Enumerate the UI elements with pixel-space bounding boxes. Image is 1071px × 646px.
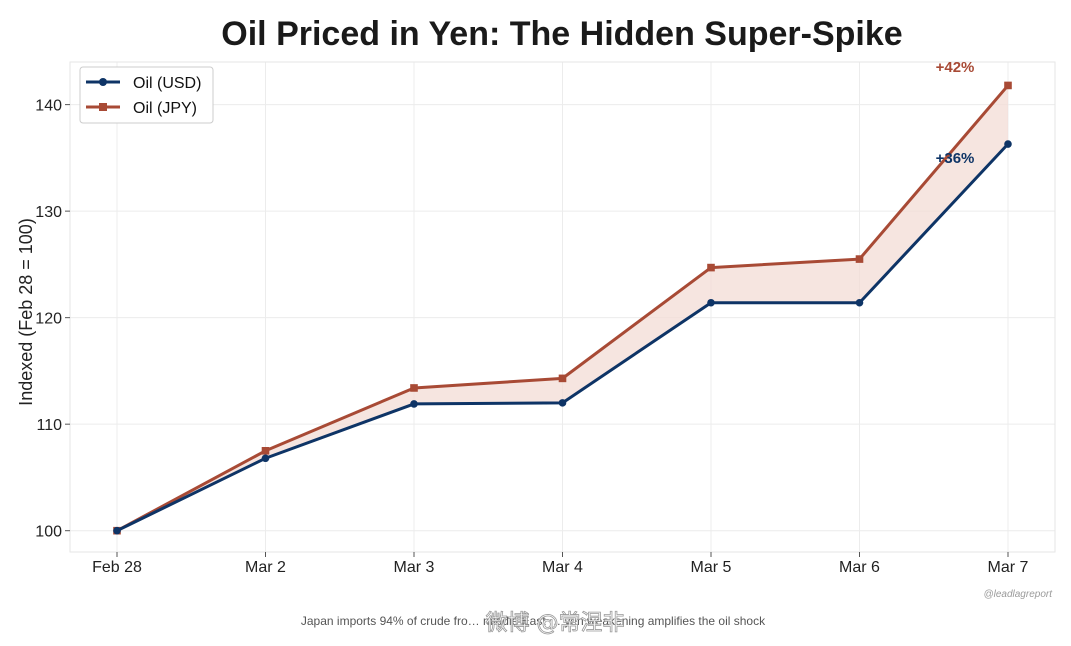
annotation-usd-change: +36% [936,150,975,167]
point-jpy-3 [558,374,567,383]
point-jpy-2 [410,384,418,392]
x-tick-label-1: Mar 2 [245,559,286,576]
point-jpy-6 [1004,81,1012,90]
x-tick-label-3: Mar 4 [542,559,583,576]
legend-jpy-label: Oil (JPY) [133,100,197,117]
series-layer [113,81,1012,535]
point-usd-1 [261,454,270,463]
y-axis-ticks: 100 110 120 130 140 [35,98,70,541]
chart-title: Oil Priced in Yen: The Hidden Super-Spik… [221,15,902,53]
y-tick-label-3: 130 [35,204,62,221]
x-tick-label-4: Mar 5 [691,559,732,576]
annotation-jpy-change: +42% [936,59,975,76]
x-tick-label-6: Mar 7 [988,559,1029,576]
y-tick-label-2: 120 [35,311,62,328]
source-credit: @leadlagreport [983,589,1053,600]
legend-jpy-marker [99,103,107,111]
point-usd-5 [855,298,864,307]
chart-caption: Japan imports 94% of crude fro… middle E… [301,614,766,628]
point-usd-2 [410,400,418,408]
y-tick-label-4: 140 [35,98,62,115]
y-axis-label: Indexed (Feb 28 = 100) [16,218,36,406]
point-usd-3 [558,399,567,407]
legend: Oil (USD) Oil (JPY) [79,66,214,124]
point-jpy-5 [855,255,864,263]
point-usd-6 [1004,140,1012,148]
x-tick-label-2: Mar 3 [394,559,435,576]
x-tick-label-0: Feb 28 [92,559,142,576]
legend-usd-label: Oil (USD) [133,75,201,92]
point-usd-0 [113,526,121,535]
legend-usd-marker [99,78,107,86]
x-axis-ticks: Feb 28 Mar 2 Mar 3 Mar 4 Mar 5 Mar 6 Mar 7 [92,552,1029,576]
point-usd-4 [707,298,715,307]
x-tick-label-5: Mar 6 [839,559,880,576]
y-tick-label-1: 110 [36,417,62,434]
point-jpy-1 [261,447,270,455]
watermark: 微博 @常涅非 [486,611,625,636]
y-tick-label-0: 100 [35,524,62,541]
point-jpy-4 [707,263,715,272]
